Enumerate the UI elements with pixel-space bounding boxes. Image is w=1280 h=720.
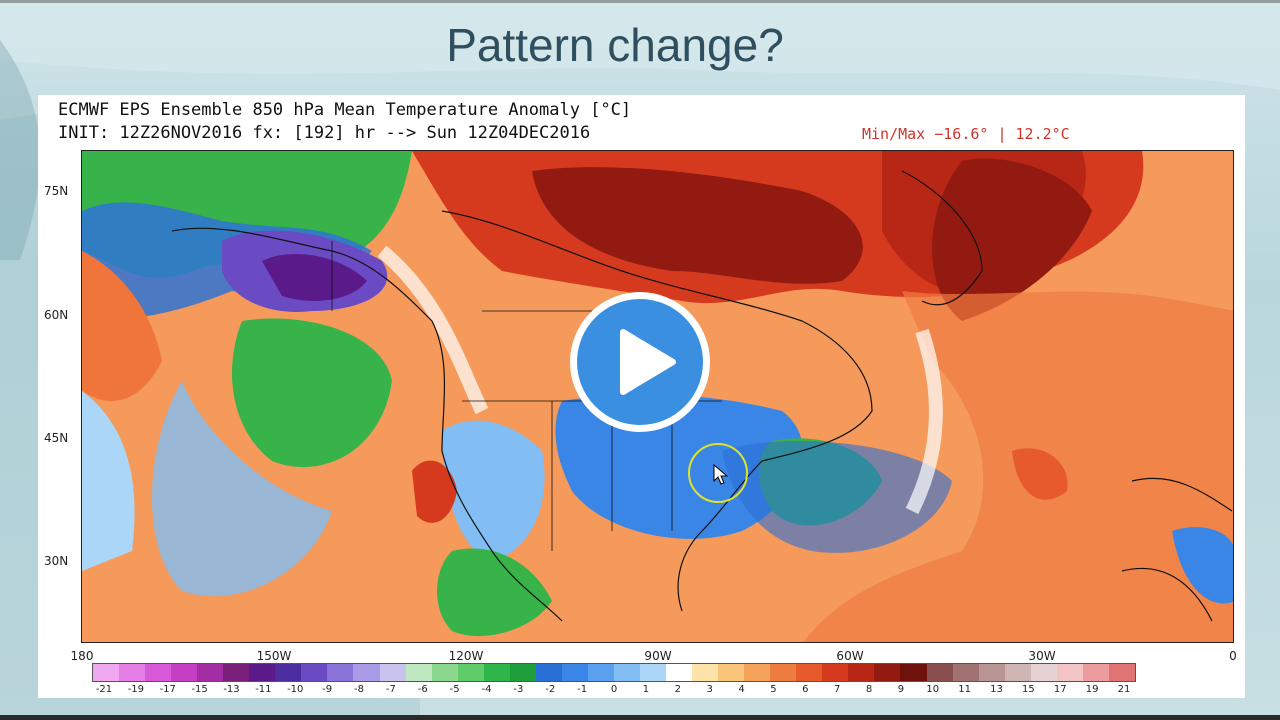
colorbar-tick-label: 3 [706,684,713,695]
colorbar-tick-label: -15 [191,684,208,695]
cursor-highlight-ring [688,443,748,503]
colorbar-tick-label: -11 [255,684,272,695]
colorbar-swatch [275,664,302,681]
colorbar-swatch [1082,664,1109,681]
colorbar-swatch [639,664,667,681]
colorbar-swatch [535,664,562,681]
colorbar-tick-label: 17 [1053,684,1067,695]
colorbar-swatch [796,664,823,681]
colorbar-tick-label: -2 [545,684,556,695]
colorbar-tick-label: 7 [833,684,841,695]
colorbar-tick-label: 1 [642,684,650,695]
colorbar-tick-label: -17 [159,684,176,695]
colorbar-swatch [561,664,588,681]
lon-label: 180 [70,649,94,663]
colorbar [92,663,1136,682]
colorbar-swatch [1108,664,1135,681]
colorbar-swatch [379,664,406,681]
colorbar-tick-label: -1 [577,684,588,695]
temperature-anomaly-map [81,150,1234,643]
colorbar-tick-label: -4 [481,684,492,695]
colorbar-swatch [952,664,979,681]
map-header-title: ECMWF EPS Ensemble 850 hPa Mean Temperat… [58,100,632,120]
lon-label: 30W [1028,649,1056,663]
colorbar-swatch [926,664,953,681]
colorbar-tick-label: -3 [513,684,524,695]
bottom-frame-border [0,715,1280,720]
colorbar-tick-label: 6 [802,684,809,695]
lon-label: 120W [448,649,484,663]
colorbar-tick-label: 5 [770,684,777,695]
slide-title: Pattern change? [446,19,784,71]
colorbar-swatch [744,664,771,681]
colorbar-tick-label: -21 [95,684,113,695]
colorbar-swatch [848,664,875,681]
colorbar-tick-label: -5 [449,684,460,695]
colorbar-swatch [822,664,849,681]
colorbar-tick-label: 4 [738,684,745,695]
colorbar-tick-label: -19 [127,684,145,695]
colorbar-tick-label: 0 [610,684,618,695]
colorbar-swatch [483,664,510,681]
colorbar-tick-label: -10 [287,684,304,695]
lat-label: 60N [44,308,69,322]
colorbar-swatch [978,664,1005,681]
colorbar-tick-label: -13 [223,684,240,695]
colorbar-swatch [353,664,380,681]
lon-label: 0 [1229,649,1237,663]
colorbar-swatch [327,664,354,681]
colorbar-swatch [197,664,224,681]
colorbar-swatch [223,664,250,681]
map-header-init: INIT: 12Z26NOV2016 fx: [192] hr --> Sun … [58,123,591,143]
minmax-label: Min/Max −16.6° | 12.2°C [862,125,1070,143]
lon-label: 150W [256,649,292,663]
colorbar-swatch [249,664,276,681]
colorbar-swatch [145,664,172,681]
colorbar-swatch [900,664,927,681]
lat-label: 75N [44,184,69,198]
anomaly-field [82,151,1233,642]
colorbar-swatch [93,664,120,681]
colorbar-tick-label: 21 [1117,684,1131,695]
lon-label: 90W [644,649,672,663]
lon-label: 60W [836,649,864,663]
colorbar-tick-label: -9 [322,684,333,695]
colorbar-swatch [692,664,719,681]
colorbar-tick-label: 11 [958,684,971,695]
colorbar-tick-label: -8 [354,684,364,695]
colorbar-swatch [171,664,198,681]
colorbar-swatch [587,664,614,681]
colorbar-tick-label: 19 [1085,684,1099,695]
colorbar-swatch [874,664,901,681]
colorbar-swatch [431,664,458,681]
colorbar-swatch [301,664,328,681]
colorbar-swatch [770,664,797,681]
colorbar-tick-label: -6 [417,684,428,695]
colorbar-swatch [718,664,745,681]
lat-label: 45N [44,431,69,445]
colorbar-swatch [509,664,536,681]
colorbar-tick-label: -7 [385,684,396,695]
colorbar-swatch [457,664,484,681]
colorbar-tick-label: 9 [897,684,905,695]
colorbar-swatch [613,664,640,681]
colorbar-swatch [119,664,146,681]
colorbar-swatch [405,664,432,681]
colorbar-tick-label: 10 [926,684,940,695]
colorbar-swatch [666,664,693,681]
play-icon[interactable] [568,290,712,434]
colorbar-swatch [1056,664,1083,681]
lat-label: 30N [44,554,69,568]
colorbar-swatch [1004,664,1031,681]
move-cursor-icon [713,463,729,485]
colorbar-swatch [1030,664,1057,681]
colorbar-tick-label: 13 [990,684,1003,695]
colorbar-tick-label: 2 [674,684,681,695]
colorbar-tick-label: 15 [1022,684,1035,695]
colorbar-tick-label: 8 [865,684,873,695]
